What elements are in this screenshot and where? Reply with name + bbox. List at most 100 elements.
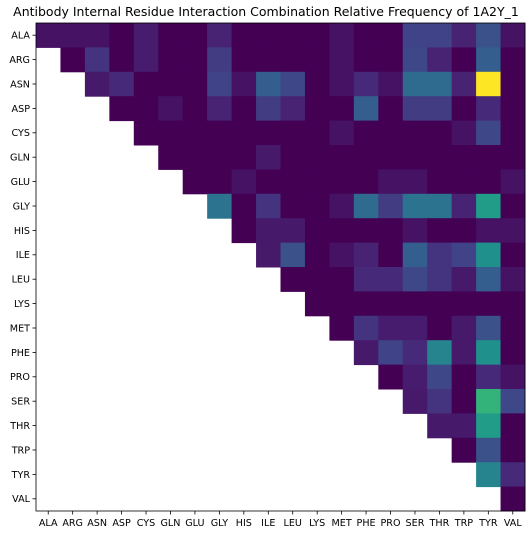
heatmap-cell-phe-val xyxy=(500,340,526,366)
heatmap-cell-arg-gln xyxy=(158,47,184,73)
heatmap-cell-cys-thr xyxy=(427,120,453,146)
heatmap-cell-glu-leu xyxy=(280,169,306,195)
x-tick-label: ASN xyxy=(87,518,107,529)
heatmap-cell-gly-tyr xyxy=(476,193,502,219)
heatmap-cell-cys-tyr xyxy=(476,120,502,146)
heatmap-cell-ile-pro xyxy=(378,242,404,268)
heatmap-cell-ala-val xyxy=(500,23,526,48)
heatmap-cell-ile-lys xyxy=(304,242,330,268)
axis-tick-labels: ALA ARG ASN ASP CYS GLN GLU GLY HIS ILE LEU LYS MET P… xyxy=(9,31,522,529)
heatmap-cell-cys-ile xyxy=(256,120,281,146)
x-tick-label: PRO xyxy=(381,518,401,529)
x-tick-label: ASP xyxy=(112,518,131,529)
y-tick-label: ALA xyxy=(11,31,30,42)
heatmap-cell-phe-thr xyxy=(427,340,453,366)
heatmap-cell-ala-lys xyxy=(304,23,330,48)
heatmap-cell-gly-gly xyxy=(207,193,233,219)
x-tick-label: GLN xyxy=(160,518,180,529)
heatmap-cell-asp-phe xyxy=(353,96,379,122)
heatmap-cell-asn-pro xyxy=(378,71,404,97)
heatmap-cell-leu-leu xyxy=(280,267,306,292)
heatmap-cell-asn-ile xyxy=(256,71,281,97)
heatmap-cell-asp-glu xyxy=(182,96,208,122)
heatmap-cell-leu-lys xyxy=(304,267,330,292)
heatmap-cell-ile-leu xyxy=(280,242,306,268)
heatmap-cell-cys-pro xyxy=(378,120,404,146)
heatmap-cell-glu-ile xyxy=(256,169,281,195)
heatmap-cell-cys-his xyxy=(231,120,257,146)
heatmap-cell-asn-asp xyxy=(109,71,135,97)
heatmap-cell-met-thr xyxy=(427,315,453,341)
heatmap-cell-arg-asn xyxy=(84,47,110,73)
x-tick-label: SER xyxy=(406,518,425,529)
heatmap-cell-glu-lys xyxy=(304,169,330,195)
heatmap-cell-asn-gly xyxy=(207,71,233,97)
heatmap-cell-glu-phe xyxy=(353,169,379,195)
heatmap-cell-asn-gln xyxy=(158,71,184,97)
heatmap-cell-cys-cys xyxy=(133,120,159,146)
heatmap-cell-ser-ser xyxy=(402,389,428,414)
heatmap-cell-pro-val xyxy=(500,364,526,390)
heatmap-cell-asp-tyr xyxy=(476,96,502,122)
y-tick-label: TYR xyxy=(11,470,31,481)
heatmap-cell-gln-trp xyxy=(451,145,477,170)
heatmap-cell-trp-trp xyxy=(451,437,477,463)
heatmap-cell-asn-glu xyxy=(182,71,208,97)
heatmap-cell-cys-met xyxy=(329,120,355,146)
heatmap-cell-arg-tyr xyxy=(476,47,502,73)
heatmap-cell-asp-met xyxy=(329,96,355,122)
y-tick-label: ARG xyxy=(9,55,30,66)
heatmap-cell-gly-ser xyxy=(402,193,428,219)
heatmap-cell-gly-lys xyxy=(304,193,330,219)
heatmap-cell-gly-phe xyxy=(353,193,379,219)
heatmap-cell-asn-val xyxy=(500,71,526,97)
x-tick-label: LYS xyxy=(309,518,325,529)
heatmap-cell-arg-glu xyxy=(182,47,208,73)
y-tick-label: ASN xyxy=(10,79,30,90)
x-tick-label: ILE xyxy=(261,518,275,529)
heatmap-cell-phe-trp xyxy=(451,340,477,366)
heatmap-cell-his-thr xyxy=(427,218,453,244)
heatmap-cell-leu-trp xyxy=(451,267,477,292)
y-tick-label: LEU xyxy=(12,275,30,286)
y-tick-label: TRP xyxy=(11,445,31,456)
heatmap-cell-arg-met xyxy=(329,47,355,73)
heatmap-cell-pro-tyr xyxy=(476,364,502,390)
heatmap-cell-thr-val xyxy=(500,413,526,439)
heatmap-cell-his-ile xyxy=(256,218,281,244)
heatmap-cell-met-met xyxy=(329,315,355,341)
heatmap-cell-arg-val xyxy=(500,47,526,73)
heatmap-cell-asn-leu xyxy=(280,71,306,97)
heatmap-cell-his-pro xyxy=(378,218,404,244)
heatmap-cell-arg-ser xyxy=(402,47,428,73)
heatmap-cell-ala-tyr xyxy=(476,23,502,48)
heatmap-cell-gln-ile xyxy=(256,145,281,170)
heatmap-cell-gly-ile xyxy=(256,193,281,219)
y-tick-label: SER xyxy=(11,397,30,408)
heatmap-cell-ile-met xyxy=(329,242,355,268)
heatmap-cell-lys-pro xyxy=(378,291,404,317)
heatmap-cell-arg-gly xyxy=(207,47,233,73)
heatmap-cell-gln-gly xyxy=(207,145,233,170)
heatmap-cell-asp-leu xyxy=(280,96,306,122)
heatmap-cell-asn-lys xyxy=(304,71,330,97)
heatmap-cell-gln-lys xyxy=(304,145,330,170)
heatmap-cell-gln-phe xyxy=(353,145,379,170)
heatmap-cell-asp-lys xyxy=(304,96,330,122)
heatmap-cell-gln-tyr xyxy=(476,145,502,170)
heatmap-cell-ala-phe xyxy=(353,23,379,48)
y-tick-label: ASP xyxy=(12,104,31,115)
heatmap-cell-gln-glu xyxy=(182,145,208,170)
heatmap-cell-asn-thr xyxy=(427,71,453,97)
heatmap-cell-leu-val xyxy=(500,267,526,292)
heatmap-cell-glu-thr xyxy=(427,169,453,195)
heatmap-cell-arg-trp xyxy=(451,47,477,73)
heatmap-cell-ile-trp xyxy=(451,242,477,268)
heatmap-cell-ala-arg xyxy=(60,23,86,48)
x-tick-label: GLU xyxy=(185,518,204,529)
heatmap-cell-lys-ser xyxy=(402,291,428,317)
heatmap-cell-gln-his xyxy=(231,145,257,170)
heatmap-cell-ala-glu xyxy=(182,23,208,48)
y-tick-label: GLN xyxy=(10,153,30,164)
y-tick-label: PRO xyxy=(10,372,30,383)
